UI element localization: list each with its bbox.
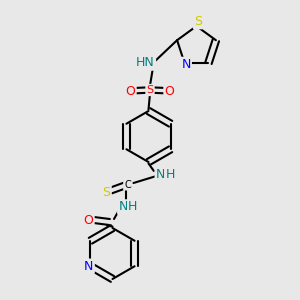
Text: S: S	[103, 185, 110, 199]
Text: O: O	[84, 214, 93, 227]
Text: N: N	[156, 167, 165, 181]
Text: N: N	[181, 58, 191, 71]
Text: H: H	[165, 167, 175, 181]
Text: S: S	[146, 85, 154, 95]
Text: H: H	[128, 200, 138, 214]
Text: C: C	[124, 179, 131, 190]
Text: N: N	[118, 200, 128, 214]
Text: S: S	[194, 15, 202, 28]
Text: O: O	[126, 85, 135, 98]
Text: HN: HN	[136, 56, 155, 70]
Text: N: N	[84, 260, 94, 273]
Text: O: O	[165, 85, 174, 98]
